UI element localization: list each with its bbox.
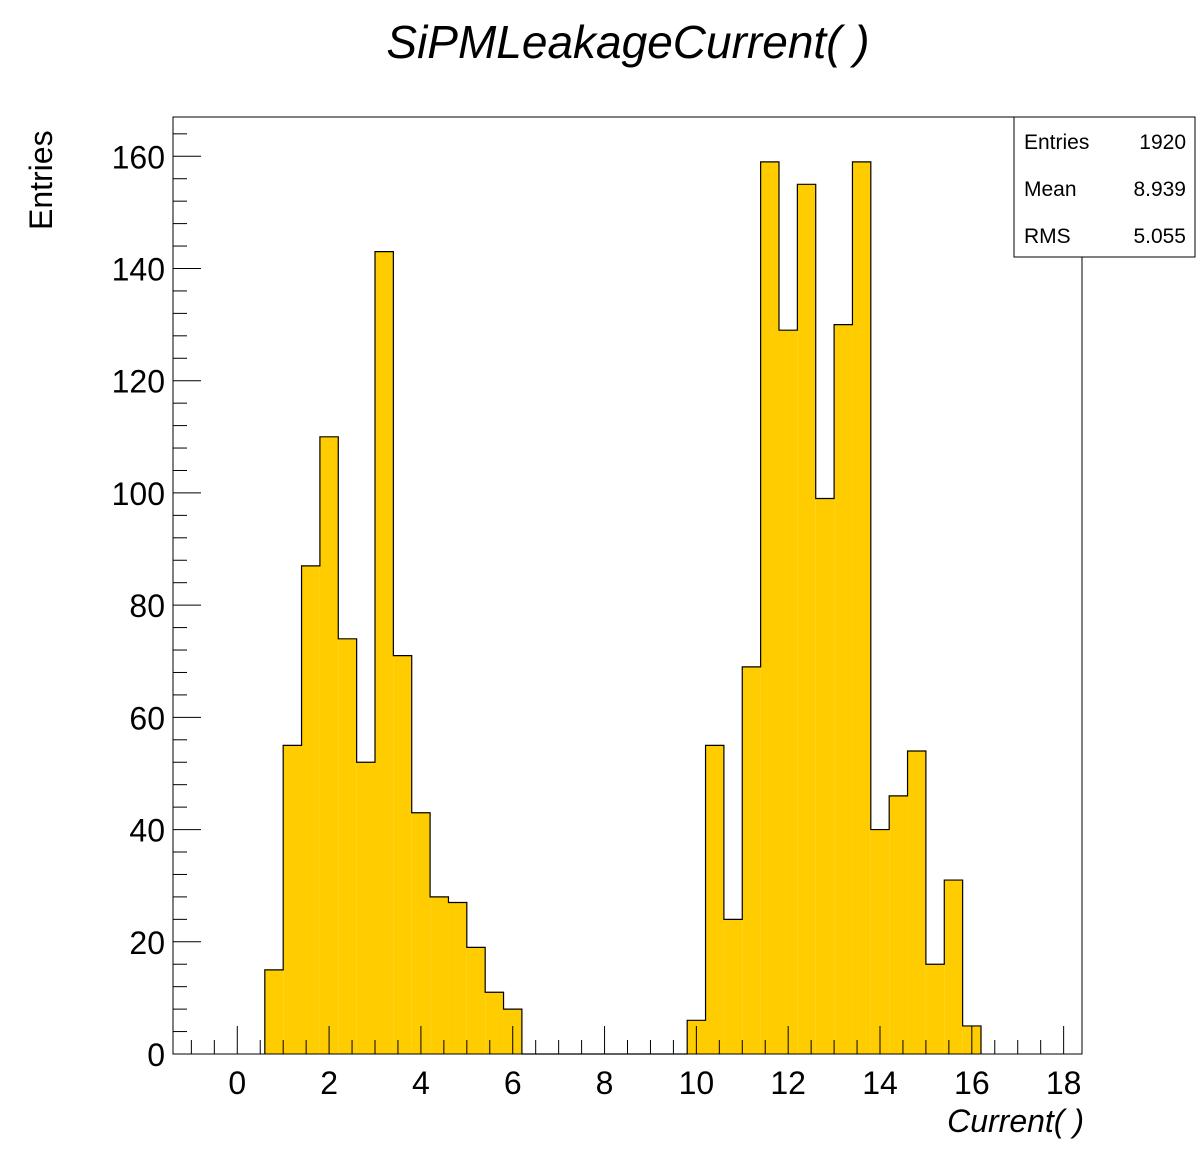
histogram-bar (264, 969, 284, 1054)
histogram-bar (301, 565, 320, 1054)
y-axis-label: Entries (23, 130, 59, 230)
histogram-bar (907, 751, 926, 1054)
histogram-bar (760, 161, 779, 1054)
histogram-bar (723, 919, 743, 1054)
x-tick-label: 16 (954, 1065, 990, 1101)
histogram-bar (430, 896, 449, 1054)
chart-title: SiPMLeakageCurrent( ) (386, 16, 869, 68)
x-tick-label: 12 (770, 1065, 806, 1101)
y-tick-label: 80 (129, 588, 165, 624)
stats-label: RMS (1024, 225, 1071, 248)
histogram-bar (797, 184, 816, 1054)
y-tick-label: 20 (129, 925, 165, 961)
histogram-bar (393, 655, 412, 1054)
histogram-bar (889, 795, 908, 1054)
y-tick-label: 160 (112, 139, 165, 175)
histogram-bar (485, 992, 504, 1054)
x-tick-label: 6 (504, 1065, 522, 1101)
histogram-bar (375, 251, 394, 1054)
histogram-bar (448, 902, 467, 1054)
x-tick-label: 2 (320, 1065, 338, 1101)
x-tick-label: 4 (412, 1065, 430, 1101)
histogram-bar (944, 880, 963, 1054)
stats-value: 5.055 (1133, 225, 1186, 248)
x-tick-label: 0 (228, 1065, 246, 1101)
histogram-bar (742, 666, 761, 1054)
y-tick-label: 100 (112, 476, 165, 512)
histogram-bar (779, 330, 798, 1054)
y-tick-label: 120 (112, 364, 165, 400)
y-tick-label: 0 (147, 1037, 165, 1073)
y-tick-label: 60 (129, 700, 165, 736)
histogram-bar (705, 745, 724, 1054)
x-tick-label: 8 (596, 1065, 614, 1101)
histogram-bar (356, 762, 375, 1054)
stats-label: Entries (1024, 131, 1089, 154)
histogram-bar (834, 324, 853, 1054)
x-axis: 0 2 4 6 8 10 12 14 16 18 (190, 1026, 1082, 1101)
stats-value: 8.939 (1133, 178, 1186, 201)
x-axis-label: Current( ) (947, 1103, 1084, 1139)
x-tick-label: 14 (862, 1065, 898, 1101)
y-tick-label: 140 (112, 251, 165, 287)
x-tick-label: 18 (1046, 1065, 1082, 1101)
histogram-bar (283, 745, 302, 1054)
histogram-bar (852, 161, 871, 1054)
y-axis: 0 20 40 60 80 100 120 140 160 (112, 133, 201, 1073)
histogram-bar (870, 829, 890, 1054)
stats-box: Entries 1920 Mean 8.939 RMS 5.055 (1013, 116, 1196, 258)
histogram-bar (411, 812, 431, 1054)
histogram-bar (319, 436, 339, 1055)
histogram-bars (264, 161, 982, 1055)
histogram-bar (815, 498, 835, 1054)
x-tick-label: 10 (679, 1065, 715, 1101)
y-tick-label: 40 (129, 813, 165, 849)
histogram-bar (466, 947, 486, 1054)
histogram-bar (338, 638, 357, 1054)
stats-value: 1920 (1139, 131, 1186, 154)
stats-label: Mean (1024, 178, 1077, 201)
stats-box-frame (1013, 116, 1196, 258)
histogram-bar (925, 964, 945, 1054)
